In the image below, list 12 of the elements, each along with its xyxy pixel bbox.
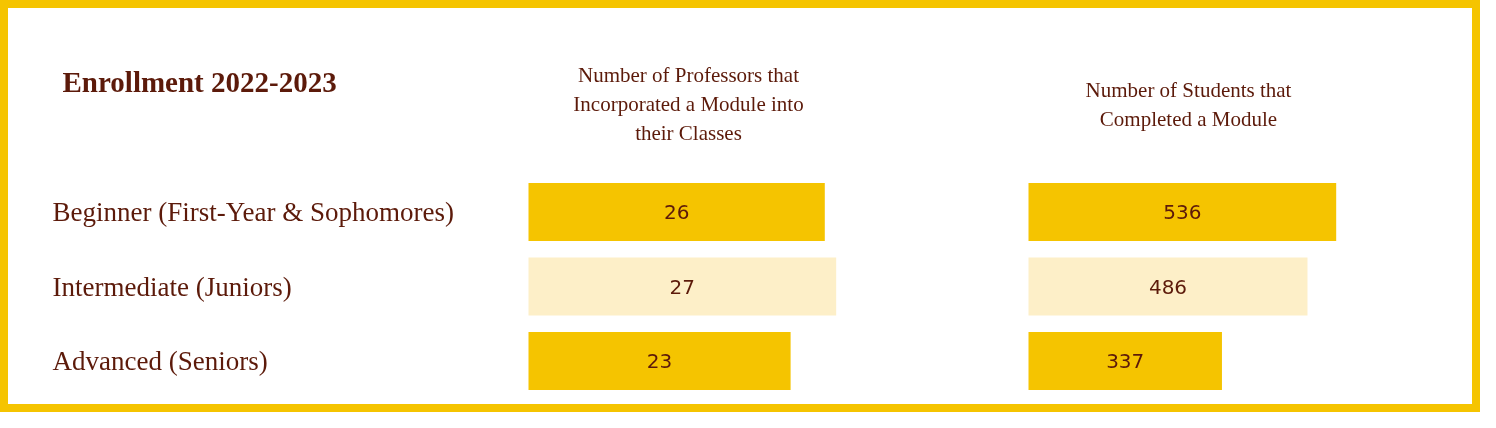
data-label: 26 (663, 200, 690, 225)
x-axis-title: Number of Professors that Incorporated a Module into their Classes (573, 63, 804, 145)
data-label: 536 (1163, 200, 1202, 225)
data-label: 27 (669, 274, 696, 299)
x-axis-title: Number of Students that Completed a Module (1085, 77, 1292, 131)
text: Enrollment 2022-2023 (62, 65, 337, 98)
data-label: 337 (1106, 349, 1145, 373)
y-tick-label: Advanced (Seniors) (52, 346, 268, 376)
y-tick-label: Beginner (First-Year & Sophomores) (52, 197, 454, 228)
data-label: 23 (646, 349, 673, 373)
y-tick-label: Intermediate (Juniors) (52, 271, 292, 302)
data-label: 486 (1148, 274, 1188, 299)
